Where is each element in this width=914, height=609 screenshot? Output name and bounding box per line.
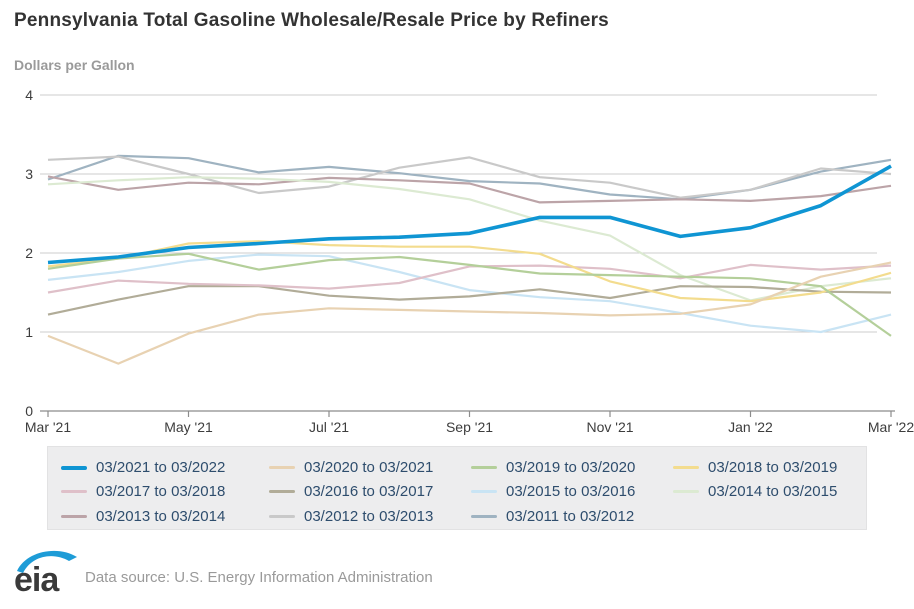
legend-item-03-2020-to-03-2021[interactable]: 03/2020 to 03/2021 — [269, 456, 471, 479]
legend-item-03-2012-to-03-2013[interactable]: 03/2012 to 03/2013 — [269, 505, 471, 528]
y-axis-label-3: 3 — [25, 166, 33, 182]
legend-item-03-2013-to-03-2014[interactable]: 03/2013 to 03/2014 — [61, 505, 269, 528]
legend-item-label: 03/2014 to 03/2015 — [708, 483, 838, 501]
legend-item-03-2021-to-03-2022[interactable]: 03/2021 to 03/2022 — [61, 456, 269, 479]
legend-swatch-icon — [673, 466, 699, 469]
series-line-03-2015-to-03-2016[interactable] — [47, 253, 892, 334]
legend-swatch-icon — [673, 490, 699, 494]
y-axis-label-0: 0 — [25, 403, 33, 419]
x-axis-label-3: Sep '21 — [446, 419, 493, 435]
series-line-03-2021-to-03-2022[interactable] — [47, 164, 892, 265]
x-axis-label-5: Jan '22 — [728, 419, 773, 435]
legend-item-label: 03/2016 to 03/2017 — [304, 483, 434, 501]
legend-item-03-2016-to-03-2017[interactable]: 03/2016 to 03/2017 — [269, 480, 471, 503]
legend-swatch-icon — [269, 514, 295, 518]
series-line-03-2017-to-03-2018[interactable] — [47, 263, 892, 294]
x-axis-label-4: Nov '21 — [586, 419, 633, 435]
x-axis-label-6: Mar '22 — [868, 419, 914, 435]
legend-swatch-icon — [471, 490, 497, 494]
eia-swoosh-icon — [17, 550, 77, 573]
legend-item-label: 03/2018 to 03/2019 — [708, 459, 838, 476]
legend-swatch-icon — [269, 466, 295, 469]
legend-item-label: 03/2012 to 03/2013 — [304, 507, 434, 525]
legend-swatch-icon — [61, 490, 87, 494]
price-chart: 0 1 2 3 4 Mar '21 May '21 Jul '21 Sep '21 Nov '21… — [25, 87, 914, 435]
legend-item-03-2018-to-03-2019[interactable]: 03/2018 to 03/2019 — [673, 456, 866, 479]
series-line-03-2019-to-03-2020[interactable] — [47, 252, 892, 337]
legend-swatch-icon — [471, 514, 497, 518]
x-axis-label-2: Jul '21 — [309, 419, 349, 435]
legend-item-label: 03/2015 to 03/2016 — [506, 483, 636, 501]
legend-swatch-icon — [471, 466, 497, 469]
legend-item-03-2019-to-03-2020[interactable]: 03/2019 to 03/2020 — [471, 456, 673, 479]
legend-swatch-icon — [61, 514, 87, 518]
eia-logo-text: eia — [14, 561, 60, 598]
series-line-03-2012-to-03-2013[interactable] — [47, 155, 892, 199]
y-axis-label-2: 2 — [25, 245, 33, 261]
x-axis-label-1: May '21 — [164, 419, 213, 435]
series-line-03-2014-to-03-2015[interactable] — [47, 176, 892, 302]
x-axis-label-0: Mar '21 — [25, 419, 71, 435]
legend-swatch-icon — [269, 490, 295, 494]
legend-item-label: 03/2017 to 03/2018 — [96, 483, 226, 501]
series-line-03-2016-to-03-2017[interactable] — [47, 285, 892, 316]
chart-subtitle-units: Dollars per Gallon — [14, 57, 135, 73]
legend-item-03-2014-to-03-2015[interactable]: 03/2014 to 03/2015 — [673, 480, 866, 503]
chart-title: Pennsylvania Total Gasoline Wholesale/Re… — [14, 10, 609, 31]
legend-item-label: 03/2020 to 03/2021 — [304, 459, 434, 476]
legend-item-03-2015-to-03-2016[interactable]: 03/2015 to 03/2016 — [471, 480, 673, 503]
legend-item-label: 03/2013 to 03/2014 — [96, 507, 226, 525]
series-line-03-2013-to-03-2014[interactable] — [47, 175, 892, 204]
data-source-text: Data source: U.S. Energy Information Adm… — [85, 569, 433, 586]
legend-item-label: 03/2021 to 03/2022 — [96, 459, 226, 476]
eia-logo[interactable]: eia — [12, 544, 82, 598]
series-line-03-2018-to-03-2019[interactable] — [47, 240, 892, 303]
legend-item-label: 03/2011 to 03/2012 — [506, 507, 635, 525]
legend-item-03-2011-to-03-2012[interactable]: 03/2011 to 03/2012 — [471, 505, 673, 528]
legend-swatch-icon — [61, 465, 87, 470]
y-axis-label-1: 1 — [25, 324, 33, 340]
y-axis-label-4: 4 — [25, 87, 33, 103]
legend-item-label: 03/2019 to 03/2020 — [506, 459, 636, 476]
series-line-03-2020-to-03-2021[interactable] — [47, 261, 892, 365]
chart-legend: 03/2021 to 03/2022 03/2020 to 03/2021 03/2… — [47, 446, 867, 530]
legend-item-03-2017-to-03-2018[interactable]: 03/2017 to 03/2018 — [61, 480, 269, 503]
